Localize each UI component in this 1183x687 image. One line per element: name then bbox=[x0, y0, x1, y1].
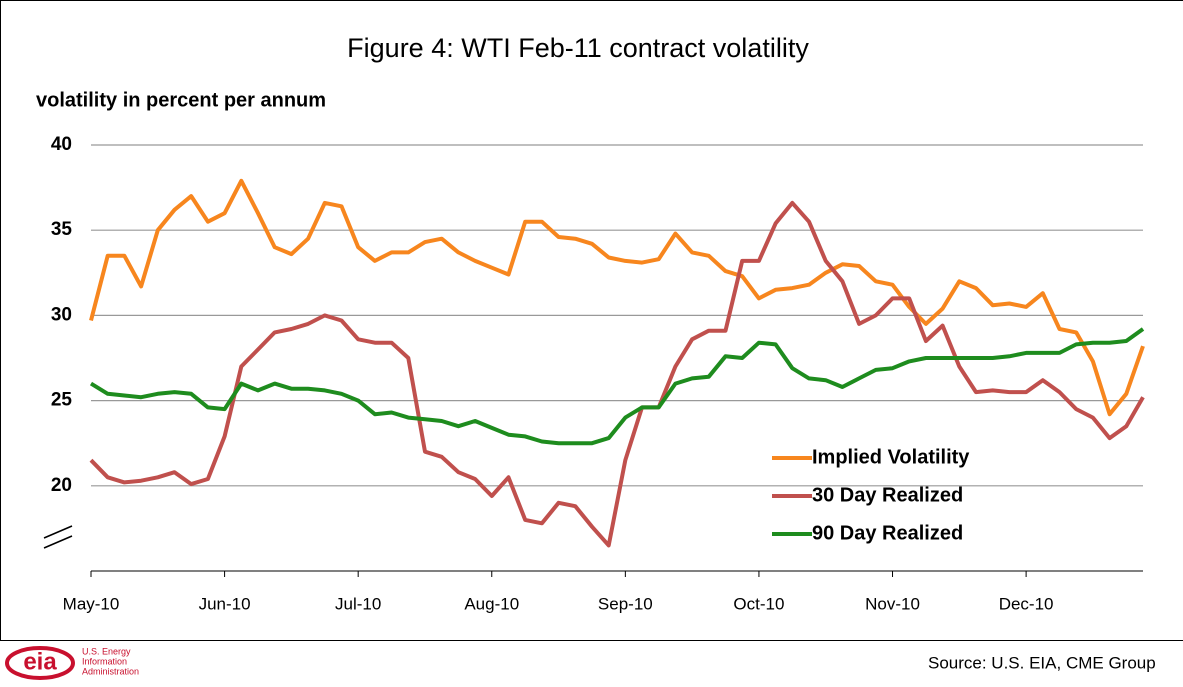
x-tick-label: May-10 bbox=[63, 594, 120, 613]
legend-label: 90 Day Realized bbox=[812, 522, 963, 544]
axis-break bbox=[44, 526, 72, 548]
x-tick-label: Nov-10 bbox=[865, 594, 920, 613]
logo: eia U.S. Energy Information Administrati… bbox=[7, 646, 139, 678]
chart-title: Figure 4: WTI Feb-11 contract volatility bbox=[347, 33, 809, 63]
series-line bbox=[91, 203, 1143, 546]
x-tick-label: Jun-10 bbox=[199, 594, 251, 613]
x-tick-label: Jul-10 bbox=[335, 594, 381, 613]
y-axis-label: volatility in percent per annum bbox=[36, 89, 326, 111]
logo-mark: eia bbox=[23, 648, 57, 675]
x-tick-label: Dec-10 bbox=[999, 594, 1054, 613]
series-line bbox=[91, 181, 1143, 414]
logo-text: Information bbox=[82, 656, 127, 666]
logo-text: U.S. Energy bbox=[82, 646, 131, 656]
source: Source: U.S. EIA, CME Group bbox=[928, 653, 1156, 672]
y-tick-label: 20 bbox=[51, 475, 72, 496]
x-tick-label: Aug-10 bbox=[464, 594, 519, 613]
x-tick-label: Oct-10 bbox=[733, 594, 784, 613]
legend-label: 30 Day Realized bbox=[812, 484, 963, 506]
series-line bbox=[91, 329, 1143, 443]
y-tick-label: 30 bbox=[51, 304, 72, 325]
y-tick-label: 35 bbox=[51, 219, 73, 240]
y-tick-label: 25 bbox=[51, 390, 73, 411]
legend-label: Implied Volatility bbox=[812, 446, 970, 468]
x-tick-label: Sep-10 bbox=[598, 594, 653, 613]
y-tick-label: 40 bbox=[51, 134, 72, 155]
logo-text: Administration bbox=[82, 666, 139, 676]
